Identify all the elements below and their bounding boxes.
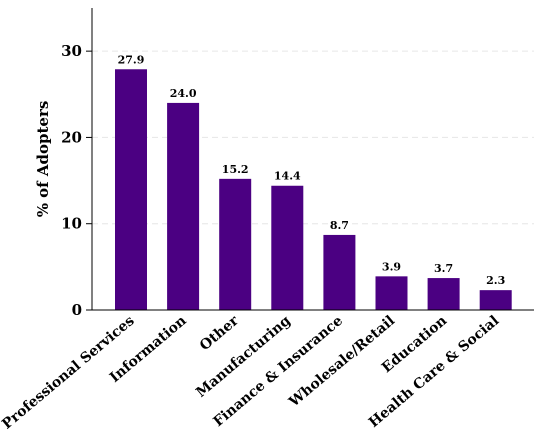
data-label: 27.9: [118, 53, 145, 66]
bar: [219, 178, 252, 310]
y-tick-label: 10: [61, 215, 82, 233]
data-label: 24.0: [170, 87, 197, 100]
grid-lines: [92, 50, 534, 225]
bar: [115, 69, 147, 311]
bar: [271, 185, 304, 310]
data-label: 8.7: [330, 219, 349, 232]
bar: [375, 276, 408, 310]
data-label: 3.9: [382, 260, 401, 273]
data-label: 15.2: [222, 163, 249, 176]
bar: [323, 234, 356, 310]
data-label: 2.3: [486, 274, 505, 287]
y-tick-label: 30: [61, 42, 82, 60]
data-label: 14.4: [274, 170, 301, 183]
data-labels: 27.9 24.0 15.2 14.4 8.7 3.9 3.7 2.3: [118, 53, 506, 287]
x-tick-label: Manufacturing: [193, 313, 294, 401]
bars: [115, 69, 512, 311]
data-label: 3.7: [434, 262, 453, 275]
x-tick-label: Other: [197, 312, 242, 354]
y-tick-label: 20: [61, 128, 82, 146]
bar: [479, 290, 512, 310]
bar: [167, 102, 200, 311]
y-tick-labels: 0 10 20 30: [61, 42, 92, 319]
y-axis-title: % of Adopters: [34, 101, 52, 218]
axes: [91, 8, 534, 311]
bar: [427, 278, 460, 310]
y-tick-label: 0: [72, 301, 82, 319]
